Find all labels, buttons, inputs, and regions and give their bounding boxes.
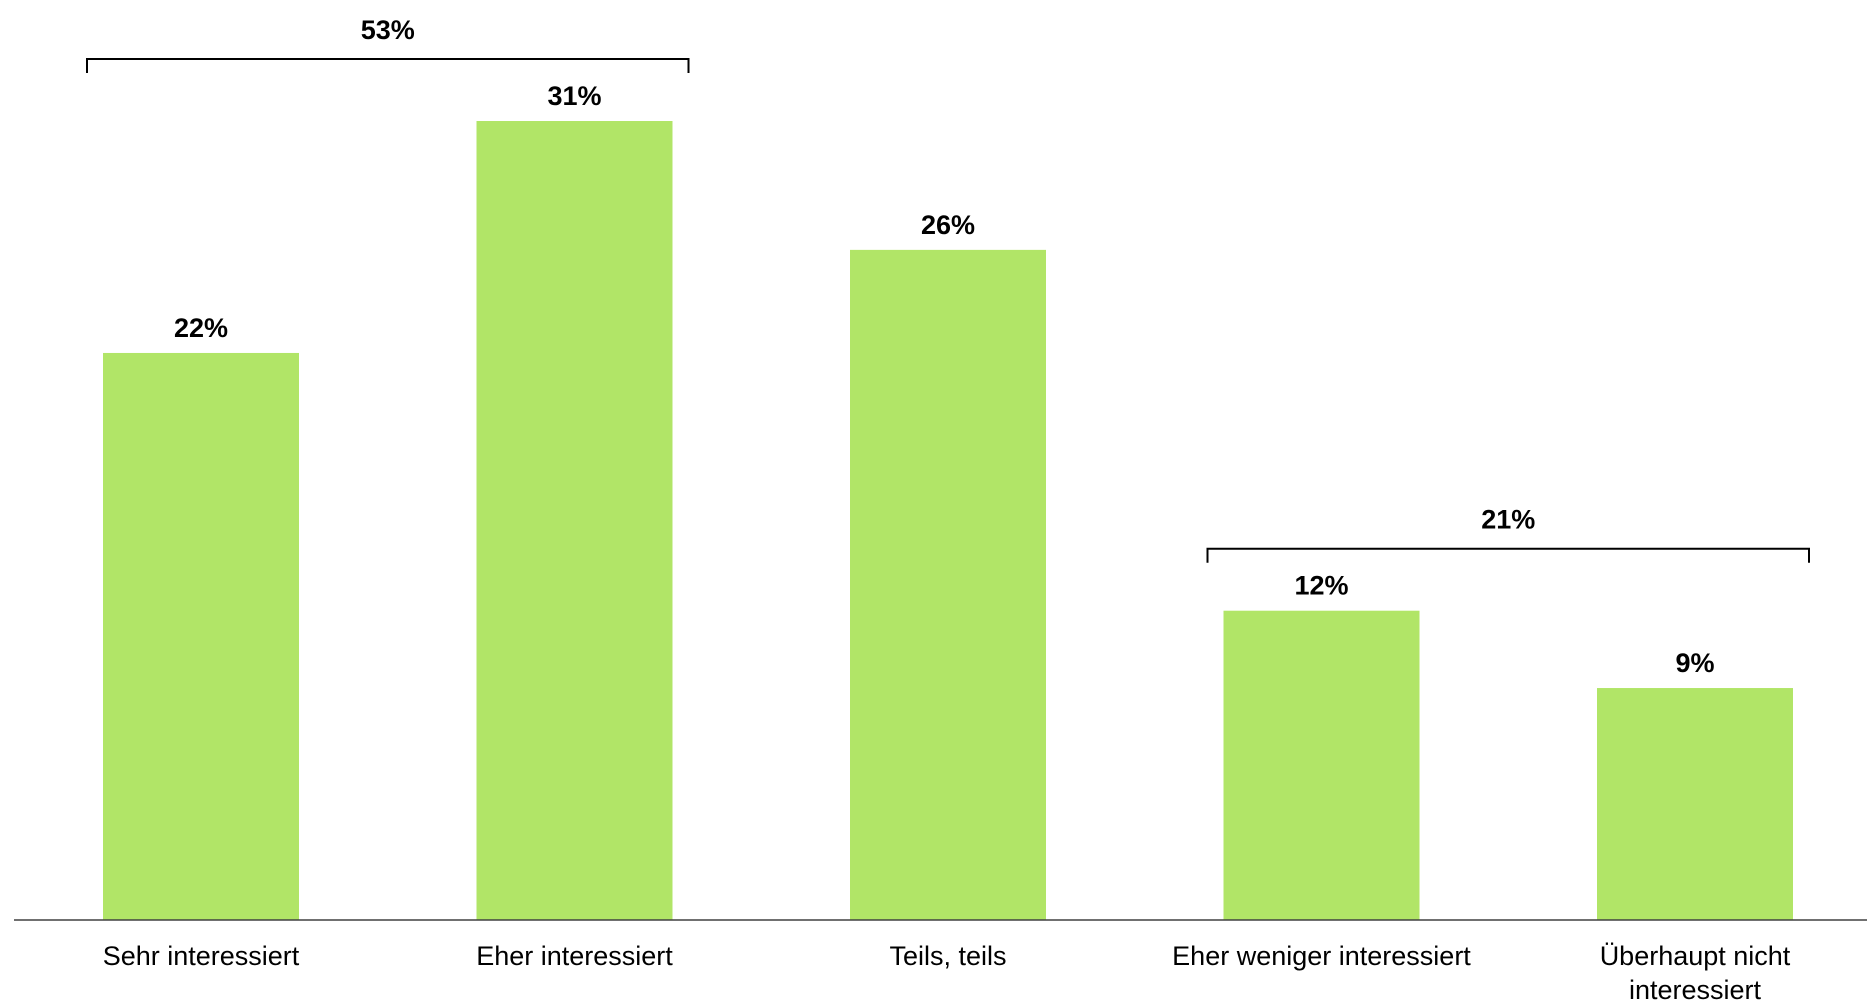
- bars: [103, 121, 1793, 920]
- bar-value-label: 22%: [174, 313, 228, 343]
- bar: [1223, 610, 1420, 920]
- group-bracket: [1206, 547, 1810, 563]
- category-label: Teils, teils: [889, 941, 1006, 971]
- bar-value-label: 31%: [547, 81, 601, 111]
- bar-value-label: 26%: [921, 210, 975, 240]
- bar-value-label: 9%: [1675, 648, 1714, 678]
- group-brackets: 53% 21%: [86, 15, 1810, 563]
- category-label: Überhaupt nicht: [1600, 941, 1791, 971]
- group-bracket: [86, 58, 690, 73]
- group-total-label: 21%: [1481, 505, 1535, 535]
- category-label: Sehr interessiert: [103, 941, 300, 971]
- value-labels: 22% 31% 26% 12% 9%: [174, 81, 1715, 678]
- category-labels: Sehr interessiert Eher interessiert Teils,…: [103, 941, 1791, 1004]
- bar: [476, 121, 673, 920]
- bar-value-label: 12%: [1294, 571, 1348, 601]
- group-total-label: 53%: [361, 15, 415, 45]
- category-label: Eher weniger interessiert: [1172, 941, 1471, 971]
- category-label: Eher interessiert: [476, 941, 673, 971]
- bar: [1597, 688, 1793, 920]
- bar: [850, 249, 1046, 920]
- bar: [103, 352, 299, 920]
- category-label: interessiert: [1629, 975, 1762, 1004]
